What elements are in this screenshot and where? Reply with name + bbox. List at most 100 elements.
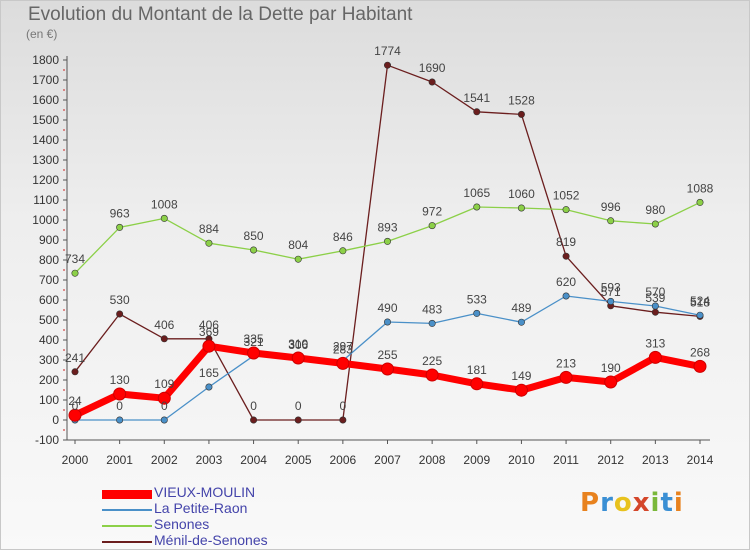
y-minor-tick: [63, 229, 65, 231]
logo-letter: P: [580, 488, 601, 518]
y-tick-label: 400: [39, 333, 59, 347]
legend-label: La Petite-Raon: [154, 500, 248, 516]
data-point: [116, 416, 124, 424]
y-minor-tick: [63, 89, 65, 91]
y-tick-label: 900: [39, 233, 59, 247]
chart-subtitle: (en €): [26, 27, 58, 41]
data-label: 819: [556, 235, 576, 249]
data-point: [160, 214, 168, 222]
x-tick-label: 2005: [285, 453, 312, 467]
data-point: [381, 362, 394, 376]
legend-swatch: [102, 525, 152, 527]
y-tick-label: 100: [39, 393, 59, 407]
logo-letter: r: [600, 488, 614, 518]
legend-label: VIEUX-MOULIN: [154, 484, 256, 500]
data-label: 571: [601, 285, 621, 299]
data-point: [651, 302, 659, 310]
data-label: 489: [511, 301, 531, 315]
data-label: 620: [556, 275, 576, 289]
series-2: [71, 198, 704, 277]
data-label: 893: [377, 220, 397, 234]
y-minor-tick: [63, 329, 65, 331]
data-label: 149: [511, 369, 531, 383]
data-label: 1052: [553, 189, 580, 203]
data-point: [68, 408, 82, 422]
data-point: [425, 368, 439, 382]
y-tick-label: 1300: [32, 153, 59, 167]
y-tick-label: 1800: [32, 53, 59, 67]
y-tick-label: 1400: [32, 133, 59, 147]
data-point: [205, 239, 213, 247]
data-point: [473, 203, 481, 211]
y-minor-tick: [63, 69, 65, 71]
data-label: 734: [65, 252, 85, 266]
data-label: 1008: [151, 197, 178, 211]
legend-swatch: [102, 490, 152, 499]
y-minor-tick: [63, 389, 65, 391]
data-label: 996: [601, 200, 621, 214]
y-minor-tick: [63, 149, 65, 151]
x-tick-label: 2008: [419, 453, 446, 467]
y-tick-label: 1200: [32, 173, 59, 187]
data-point: [116, 223, 124, 231]
data-point: [473, 309, 481, 317]
y-minor-tick: [63, 169, 65, 171]
data-label: 980: [645, 203, 665, 217]
x-tick-label: 2000: [62, 453, 89, 467]
x-tick-label: 2007: [374, 453, 401, 467]
x-tick-label: 2011: [553, 453, 579, 467]
data-point: [693, 359, 707, 373]
data-point: [383, 61, 391, 69]
data-label: 165: [199, 366, 219, 380]
y-minor-tick: [63, 109, 65, 111]
data-point: [428, 78, 436, 86]
data-point: [473, 108, 481, 116]
data-point: [202, 339, 216, 353]
x-tick-label: 2004: [240, 453, 267, 467]
data-label: 518: [690, 295, 710, 309]
x-tick-label: 2010: [508, 453, 535, 467]
x-tick-label: 2002: [151, 453, 178, 467]
x-tick-label: 2012: [597, 453, 624, 467]
legend-label: Senones: [154, 516, 210, 532]
data-label: 369: [199, 325, 219, 339]
data-point: [71, 368, 79, 376]
y-tick-label: 1600: [32, 93, 59, 107]
data-point: [250, 246, 258, 254]
data-point: [604, 375, 618, 389]
data-label: 846: [333, 230, 353, 244]
data-point: [517, 110, 525, 118]
data-point: [250, 416, 258, 424]
y-tick-label: 700: [39, 273, 59, 287]
logo-letter: x: [632, 488, 651, 518]
data-point: [247, 346, 261, 360]
y-minor-tick: [63, 209, 65, 211]
data-label: 593: [601, 280, 621, 294]
data-label: 524: [690, 294, 710, 308]
data-label: 0: [250, 399, 257, 413]
data-point: [336, 356, 350, 370]
data-point: [562, 292, 570, 300]
y-tick-label: 0: [52, 413, 59, 427]
data-point: [294, 255, 302, 263]
data-label: 306: [288, 338, 308, 352]
data-point: [71, 269, 79, 277]
data-label: 850: [244, 229, 264, 243]
y-minor-tick: [63, 129, 65, 131]
y-minor-tick: [63, 289, 65, 291]
data-label: 1065: [463, 186, 490, 200]
data-point: [651, 308, 659, 316]
data-label: 0: [161, 399, 168, 413]
data-label: 181: [467, 363, 487, 377]
data-label: 406: [199, 318, 219, 332]
y-tick-label: 1500: [32, 113, 59, 127]
data-point: [294, 416, 302, 424]
data-label: 1690: [419, 61, 446, 75]
data-point: [428, 222, 436, 230]
y-tick-label: 500: [39, 313, 59, 327]
y-minor-tick: [63, 309, 65, 311]
data-label: 1088: [687, 181, 714, 195]
x-tick-label: 2013: [642, 453, 669, 467]
data-point: [157, 391, 171, 405]
data-point: [339, 247, 347, 255]
